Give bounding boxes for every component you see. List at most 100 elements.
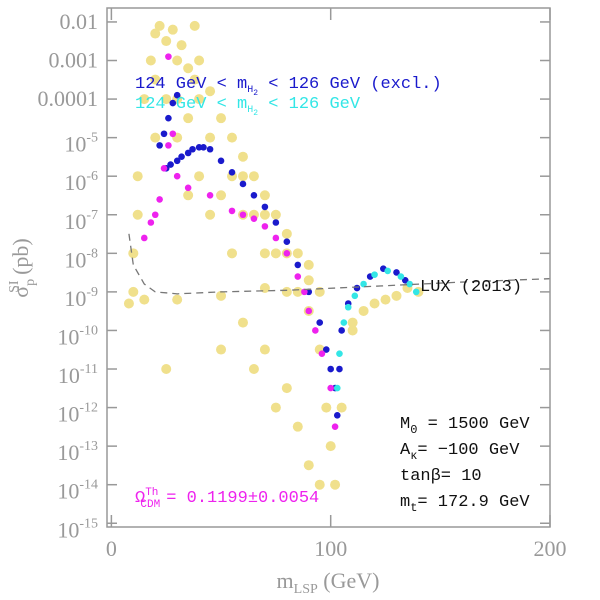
point (369, 298, 380, 309)
point (331, 423, 339, 430)
point (303, 460, 314, 471)
annotation: Aκ= −100 GeV (400, 441, 520, 463)
point (161, 94, 172, 105)
point (145, 55, 156, 66)
tick-exponent: -11 (80, 362, 98, 377)
point (237, 151, 248, 162)
point (128, 248, 139, 259)
point (227, 132, 238, 143)
point (323, 346, 330, 353)
point (140, 234, 148, 242)
point (344, 303, 352, 311)
x-tick-label: 200 (534, 536, 567, 561)
point (165, 114, 172, 122)
lux-label: LUX (2013) (420, 278, 522, 297)
point (283, 250, 291, 257)
point (248, 364, 259, 375)
y-axis-label: σpSI (pb) (7, 238, 38, 297)
point (259, 344, 270, 355)
point (261, 223, 269, 230)
point (412, 288, 420, 296)
point (189, 145, 196, 153)
point (239, 211, 247, 219)
point (303, 275, 314, 286)
y-tick-label: 10-5 (64, 131, 98, 157)
point (216, 290, 227, 301)
tick-base: 10 (64, 209, 86, 234)
point (173, 91, 181, 99)
tick-base: 10 (57, 517, 79, 542)
point (393, 269, 400, 276)
point (189, 74, 200, 85)
annotation: mt= 172.9 GeV (400, 493, 530, 515)
point (314, 479, 325, 490)
point (205, 86, 216, 97)
point (172, 55, 183, 66)
annotation: ΩTh CDM = 0.1199±0.0054 (135, 487, 319, 511)
tick-base: 10 (64, 247, 86, 272)
point (239, 180, 247, 188)
point (194, 55, 205, 66)
point (292, 421, 303, 432)
point (333, 384, 341, 392)
point (347, 317, 358, 328)
point (283, 238, 291, 246)
point (132, 171, 143, 182)
point (380, 294, 391, 305)
point (172, 294, 183, 305)
point (194, 94, 205, 105)
point (173, 157, 181, 165)
point (132, 209, 143, 220)
point (228, 169, 236, 176)
tick-base: 10 (58, 363, 80, 388)
point (237, 317, 248, 328)
point (194, 171, 205, 182)
point (150, 28, 161, 39)
y-tick-label: 10-9 (64, 285, 98, 311)
tick-base: 10 (57, 402, 79, 427)
point (228, 207, 236, 215)
point (270, 402, 281, 413)
point (259, 190, 270, 201)
point (250, 215, 258, 223)
y-tick-label: 10-15 (57, 516, 98, 542)
point (161, 36, 172, 47)
point (321, 402, 332, 413)
x-axis-label: mLSP (GeV) (277, 568, 380, 597)
point (167, 24, 178, 35)
y-tick-label: 0.0001 (38, 86, 99, 111)
point (270, 209, 281, 220)
point (325, 441, 336, 452)
tick-base: 10 (57, 440, 79, 465)
tick-base: 10 (64, 132, 86, 157)
point (327, 365, 334, 373)
point (261, 203, 269, 211)
point (139, 94, 150, 105)
point (327, 384, 334, 392)
point (184, 184, 192, 192)
tick-base: 10 (64, 170, 86, 195)
point (156, 142, 163, 149)
tick-exponent: -9 (86, 285, 98, 300)
y-tick-label: 10-14 (57, 478, 98, 504)
point (248, 171, 259, 182)
point (150, 132, 161, 143)
point (250, 191, 258, 199)
point (173, 172, 181, 180)
point (183, 190, 194, 201)
point (150, 74, 161, 85)
point (183, 63, 194, 74)
point (165, 53, 172, 60)
point (358, 305, 369, 316)
tick-exponent: -12 (79, 401, 98, 416)
point (406, 280, 413, 288)
point (147, 219, 155, 226)
point (169, 99, 177, 107)
point (281, 286, 292, 297)
point (333, 412, 341, 419)
annotation: M0 = 1500 GeV (400, 415, 530, 437)
point (391, 290, 402, 301)
tick-base: 10 (57, 324, 79, 349)
point (336, 365, 343, 373)
